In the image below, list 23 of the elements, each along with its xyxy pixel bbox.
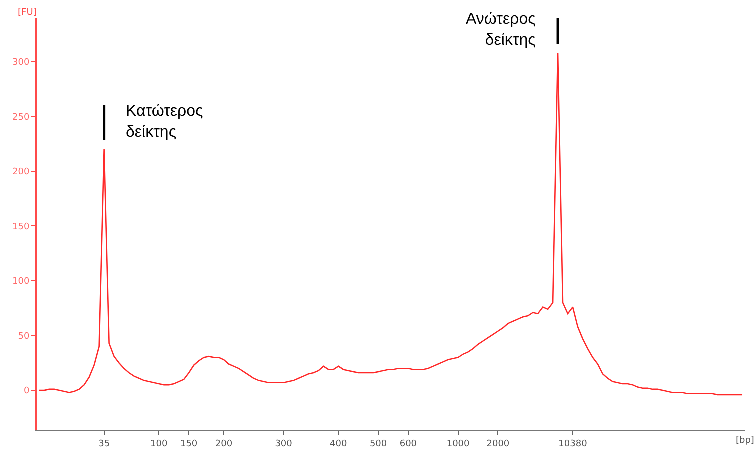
- x-tick-label: 600: [400, 439, 418, 450]
- annotation: Ανώτερος δείκτης: [466, 11, 536, 49]
- y-tick-label: 200: [12, 168, 30, 178]
- x-tick-label: 2000: [486, 439, 510, 450]
- annotation: Κατώτερος δείκτης: [126, 103, 204, 141]
- x-tick-label: 500: [370, 439, 388, 450]
- x-tick-label: 400: [330, 439, 348, 450]
- y-tick-label: 0: [24, 386, 30, 397]
- x-tick-label: 1000: [446, 439, 470, 450]
- y-tick-label: 150: [12, 222, 30, 232]
- x-tick-label: 150: [180, 439, 198, 450]
- y-tick-label: 100: [12, 277, 30, 288]
- y-axis-title: [FU]: [18, 8, 37, 18]
- x-axis-title: [bp]: [736, 436, 754, 446]
- x-tick-label: 10380: [558, 439, 588, 450]
- y-tick-label: 50: [18, 332, 30, 342]
- y-tick-label: 300: [12, 58, 30, 68]
- y-tick-label: 250: [12, 112, 30, 123]
- x-tick-label: 100: [150, 439, 168, 450]
- x-tick-label: 35: [98, 439, 110, 450]
- line-series: [38, 52, 744, 396]
- x-tick-label: 300: [275, 439, 293, 450]
- x-tick-label: 200: [215, 439, 233, 450]
